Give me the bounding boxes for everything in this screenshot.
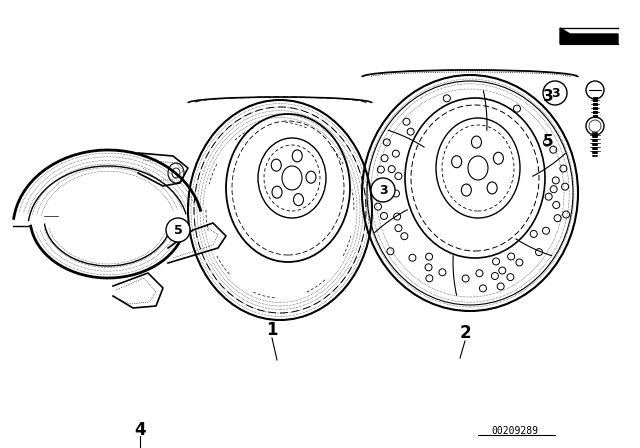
Circle shape xyxy=(543,81,567,105)
Text: 3: 3 xyxy=(543,89,554,103)
Polygon shape xyxy=(560,28,618,44)
Text: 3: 3 xyxy=(550,86,559,99)
Text: 5: 5 xyxy=(173,224,182,237)
Text: 5: 5 xyxy=(543,134,554,148)
Text: 1: 1 xyxy=(266,321,278,339)
Text: 3: 3 xyxy=(379,184,387,197)
Text: 00209289: 00209289 xyxy=(492,426,538,436)
Circle shape xyxy=(371,178,395,202)
Text: 4: 4 xyxy=(134,421,146,439)
Text: 2: 2 xyxy=(459,324,471,342)
Circle shape xyxy=(166,218,190,242)
